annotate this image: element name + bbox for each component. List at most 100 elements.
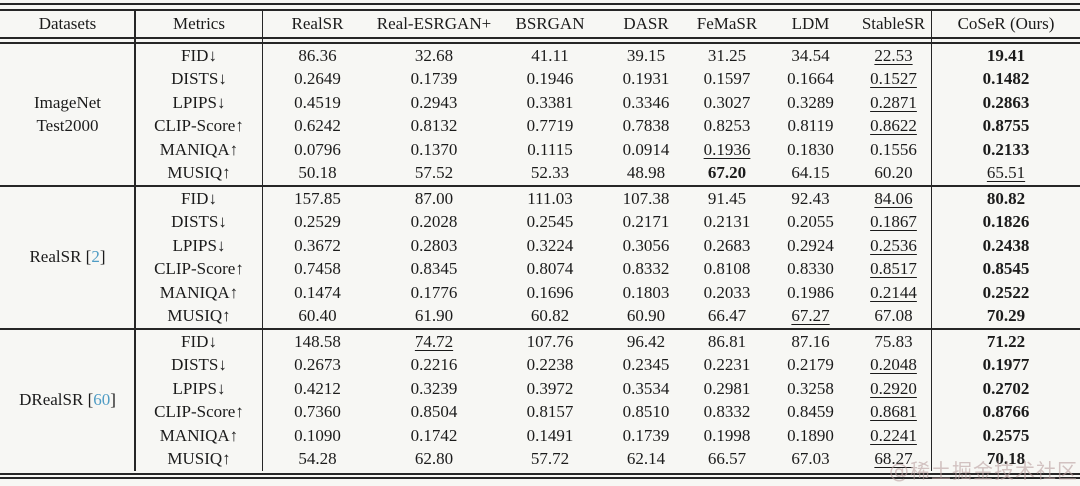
group-divider	[0, 328, 1080, 330]
value-cell: 0.8755	[982, 116, 1030, 136]
value-cell: 67.27	[791, 306, 830, 326]
value-cell: 0.1597	[703, 69, 751, 89]
value-cell: 0.1830	[787, 139, 834, 159]
value-cell: 87.00	[414, 188, 454, 208]
value-cell: 0.2863	[982, 92, 1030, 112]
metric-cell: CLIP-Score↑	[154, 259, 244, 279]
dataset-label-line: ImageNet	[34, 92, 101, 115]
value-cell: 0.3972	[526, 378, 574, 398]
dataset-group-0: ImageNet Test2000 FID↓ 86.36 32.68 41.11 39.15…	[0, 44, 1080, 185]
column-header-3: Real-ESRGAN+	[376, 14, 492, 34]
dataset-label: ImageNet Test2000	[0, 44, 135, 185]
bottom-rule-inner	[0, 473, 1080, 475]
value-cell: 0.2803	[410, 235, 458, 255]
value-cell: 0.8766	[982, 402, 1030, 422]
value-cell: 0.2238	[526, 355, 574, 375]
value-cell: 57.52	[414, 163, 454, 183]
value-cell: 0.1986	[787, 282, 834, 302]
dataset-name: Test2000	[36, 115, 99, 135]
value-cell: 84.06	[874, 188, 913, 208]
table-row: MANIQA↑ 0.0796 0.1370 0.1115 0.0914 0.1936 0.1…	[0, 138, 1080, 162]
value-cell: 0.8132	[410, 116, 458, 136]
value-cell: 0.2649	[294, 69, 341, 89]
metric-cell: CLIP-Score↑	[154, 116, 244, 136]
value-cell: 66.57	[707, 449, 747, 469]
value-cell: 39.15	[626, 45, 666, 65]
value-cell: 96.42	[626, 331, 666, 351]
value-cell: 0.1803	[622, 282, 670, 302]
value-cell: 107.76	[526, 331, 574, 351]
table-body: ImageNet Test2000 FID↓ 86.36 32.68 41.11 39.15…	[0, 44, 1080, 471]
metric-cell: LPIPS↓	[172, 92, 226, 112]
table-row: LPIPS↓ 0.4212 0.3239 0.3972 0.3534 0.2981 0.32…	[0, 377, 1080, 401]
value-cell: 60.40	[298, 306, 337, 326]
value-cell: 0.8332	[703, 402, 751, 422]
value-cell: 0.6242	[294, 116, 341, 136]
value-cell: 57.72	[530, 449, 570, 469]
metric-cell: CLIP-Score↑	[154, 402, 244, 422]
value-cell: 67.03	[791, 449, 830, 469]
value-cell: 0.4212	[294, 378, 341, 398]
value-cell: 52.33	[530, 163, 570, 183]
column-header-5: DASR	[623, 14, 669, 34]
value-cell: 41.11	[531, 45, 569, 65]
citation-number: 60	[93, 390, 111, 410]
value-cell: 0.3381	[526, 92, 574, 112]
value-cell: 0.8330	[787, 259, 834, 279]
metric-cell: MUSIQ↑	[167, 449, 231, 469]
value-cell: 0.1867	[870, 212, 917, 232]
value-cell: 0.1696	[526, 282, 574, 302]
dataset-group-1: RealSR [2] FID↓ 157.85 87.00 111.03 107.38 91.…	[0, 187, 1080, 328]
value-cell: 0.1482	[982, 69, 1030, 89]
top-rule-inner	[0, 9, 1080, 11]
value-cell: 0.2522	[982, 282, 1030, 302]
value-cell: 0.2345	[622, 355, 670, 375]
value-cell: 0.2438	[982, 235, 1030, 255]
metric-cell: FID↓	[181, 45, 217, 65]
value-cell: 75.83	[874, 331, 913, 351]
value-cell: 67.20	[707, 163, 747, 183]
value-cell: 0.2981	[703, 378, 751, 398]
value-cell: 157.85	[294, 188, 341, 208]
value-cell: 0.4519	[294, 92, 341, 112]
column-header-6: FeMaSR	[696, 14, 758, 34]
value-cell: 0.2683	[703, 235, 751, 255]
column-header-0: Datasets	[38, 14, 97, 34]
value-cell: 0.2028	[410, 212, 458, 232]
value-cell: 0.8681	[870, 402, 917, 422]
table-row: MUSIQ↑ 50.18 57.52 52.33 48.98 67.20 64.15 60.2…	[0, 162, 1080, 186]
value-cell: 71.22	[986, 331, 1026, 351]
value-cell: 0.7360	[294, 402, 341, 422]
group-divider	[0, 185, 1080, 187]
value-cell: 0.3258	[787, 378, 834, 398]
value-cell: 0.3534	[622, 378, 670, 398]
metric-cell: DISTS↓	[171, 69, 227, 89]
column-separator-metrics	[261, 11, 264, 471]
value-cell: 0.2536	[870, 235, 917, 255]
table-row: LPIPS↓ 0.4519 0.2943 0.3381 0.3346 0.3027 0.32…	[0, 91, 1080, 115]
table-row: DISTS↓ 0.2649 0.1739 0.1946 0.1931 0.1597 0.16…	[0, 68, 1080, 92]
table-row: CLIP-Score↑ 0.7458 0.8345 0.8074 0.8332 0.810…	[0, 258, 1080, 282]
value-cell: 80.82	[986, 188, 1026, 208]
value-cell: 0.2179	[787, 355, 834, 375]
value-cell: 0.2131	[703, 212, 751, 232]
value-cell: 22.53	[874, 45, 913, 65]
metric-cell: LPIPS↓	[172, 235, 226, 255]
value-cell: 54.28	[298, 449, 337, 469]
header-rule-inner	[0, 42, 1080, 44]
column-header-8: StableSR	[861, 14, 926, 34]
citation-number: 2	[91, 247, 100, 267]
value-cell: 0.1556	[870, 139, 917, 159]
value-cell: 92.43	[791, 188, 830, 208]
value-cell: 0.8517	[870, 259, 917, 279]
value-cell: 0.3056	[622, 235, 670, 255]
value-cell: 0.1998	[703, 425, 751, 445]
column-separator-ours	[930, 11, 933, 471]
metric-cell: MUSIQ↑	[167, 306, 231, 326]
column-header-7: LDM	[791, 14, 830, 34]
value-cell: 0.1931	[622, 69, 670, 89]
dataset-name: RealSR	[29, 247, 82, 267]
value-cell: 74.72	[414, 331, 454, 351]
value-cell: 111.03	[527, 188, 573, 208]
value-cell: 0.1936	[703, 139, 751, 159]
